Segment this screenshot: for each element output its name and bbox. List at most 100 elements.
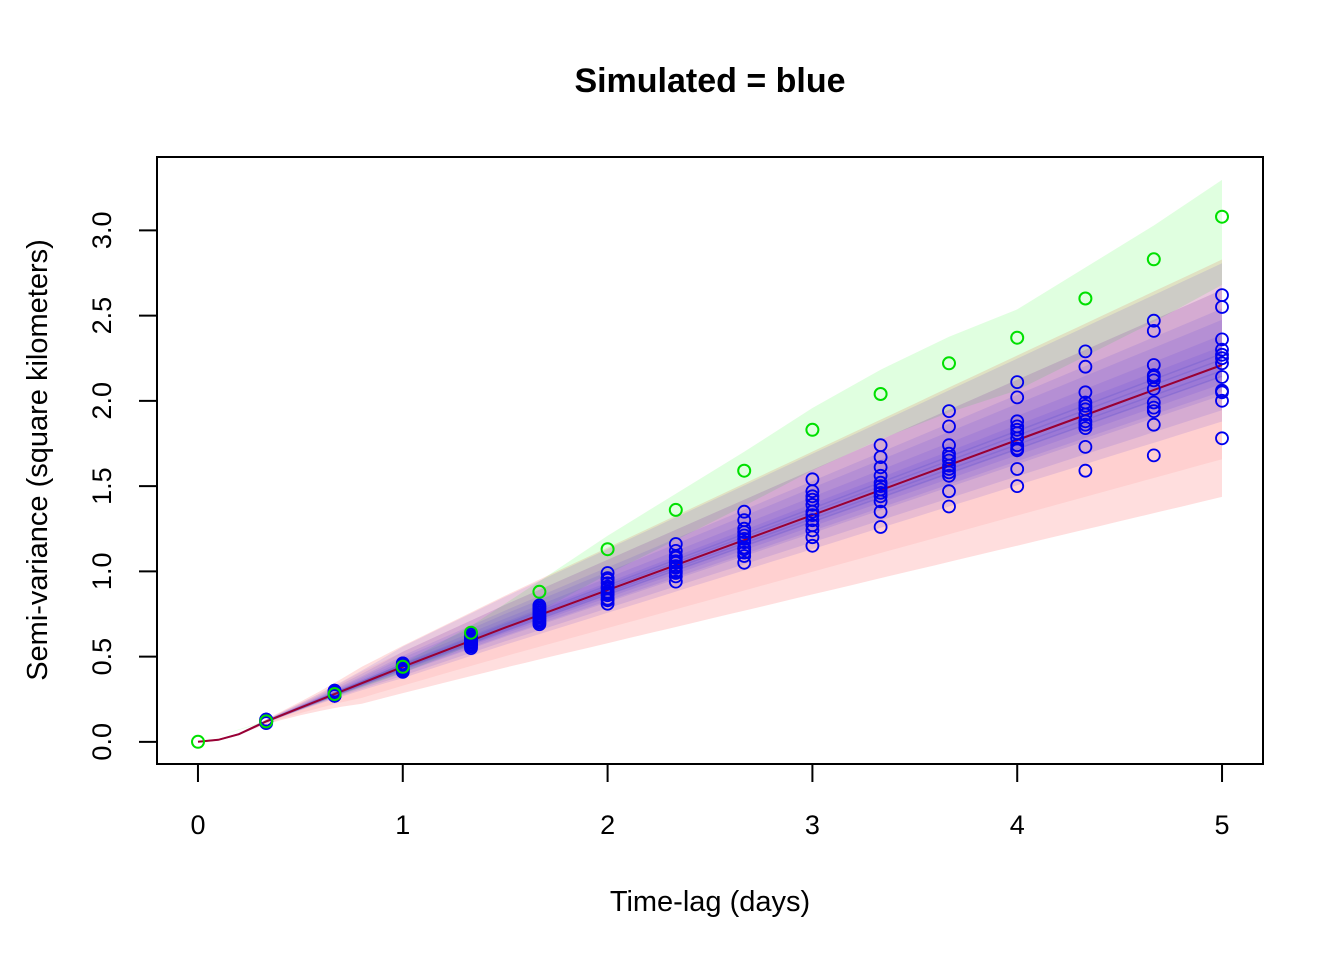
simulated-point [600, 573, 615, 587]
simulated-point [873, 485, 888, 500]
simulated-point [1146, 368, 1161, 383]
simulated-point [737, 525, 752, 539]
data-points [191, 209, 1229, 749]
observed-point [1078, 291, 1093, 306]
simulated-point [942, 419, 956, 434]
y-tick-label: 0.0 [87, 723, 117, 761]
y-tick-label: 1.5 [87, 467, 117, 505]
simulated-point [873, 504, 888, 519]
observed-point [327, 687, 342, 702]
simulated-point [805, 497, 820, 512]
simulated-point [1146, 323, 1161, 338]
observed-point [395, 659, 410, 674]
simulated-point [1078, 439, 1093, 454]
simulated-point [1010, 414, 1025, 429]
simulated-band-1 [198, 308, 1222, 742]
y-tick-label: 0.5 [87, 638, 117, 676]
simulated-point [1215, 356, 1229, 371]
observed-point [191, 734, 205, 749]
simulated-point [1078, 385, 1093, 400]
simulated-point [737, 532, 752, 546]
simulated-point [1146, 395, 1161, 410]
y-tick-label: 3.0 [87, 212, 117, 250]
observed-point [1010, 330, 1025, 345]
simulated-point [532, 605, 547, 620]
simulated-point [1078, 395, 1093, 410]
simulated-point [737, 540, 752, 555]
y-tick-label: 2.5 [87, 297, 117, 335]
simulated-point [1146, 313, 1161, 328]
simulated-point [942, 499, 956, 514]
simulated-point [1010, 441, 1025, 456]
observed-point [1215, 209, 1229, 224]
simulated-point [805, 489, 820, 504]
observed-point [600, 542, 615, 557]
simulated-point [600, 566, 615, 580]
simulated-point [668, 550, 683, 565]
x-tick-label: 4 [1010, 810, 1025, 840]
simulated-point [1078, 402, 1093, 417]
model-band-inner [198, 289, 1222, 742]
x-tick-label: 5 [1215, 810, 1230, 840]
simulated-point [805, 518, 820, 533]
simulated-point [464, 632, 478, 647]
model-fit-line [197, 364, 1223, 743]
simulated-point [942, 484, 956, 499]
simulated-band-3 [198, 334, 1222, 742]
simulated-point [873, 438, 888, 453]
simulated-point [1146, 404, 1161, 419]
simulated-point [1215, 342, 1229, 357]
simulated-point [1078, 344, 1093, 359]
y-tick-label: 2.0 [87, 382, 117, 420]
simulated-point [1215, 288, 1229, 303]
y-axis-label: Semi-variance (square kilometers) [22, 239, 54, 681]
simulated-point [1010, 462, 1025, 476]
simulated-point [668, 555, 683, 570]
simulated-band-4 [198, 289, 1222, 742]
simulated-point [1215, 347, 1229, 362]
simulated-point [668, 574, 683, 589]
simulated-point [1215, 332, 1229, 347]
simulated-band-6 [198, 346, 1222, 742]
simulated-point [1215, 393, 1229, 408]
simulated-point [1146, 358, 1161, 372]
observed-point [532, 584, 547, 599]
simulated-point [873, 520, 888, 534]
y-tick-label: 1.0 [87, 553, 117, 591]
simulated-point [600, 579, 615, 594]
simulated-point [1010, 422, 1025, 437]
simulated-point [668, 561, 683, 575]
simulated-point [1010, 479, 1025, 494]
model-band-outer [198, 259, 1222, 742]
observed-point [259, 714, 274, 729]
simulated-point [668, 537, 683, 551]
observed-point [805, 422, 820, 437]
observed-point [1146, 252, 1161, 267]
simulated-point [873, 468, 888, 483]
simulated-point [1010, 375, 1025, 390]
simulated-point [873, 479, 888, 494]
simulated-point [942, 404, 956, 419]
observed-point [668, 502, 683, 517]
simulated-point [532, 610, 547, 625]
model-lines [197, 352, 1223, 743]
observed-point [737, 463, 752, 478]
simulated-point [942, 450, 956, 465]
simulated-point [532, 600, 547, 614]
simulated-point [1078, 359, 1093, 374]
simulated-point [1215, 370, 1229, 384]
simulated-point [1215, 385, 1229, 400]
simulated-point [600, 593, 615, 608]
simulated-point [1146, 448, 1161, 463]
simulated-point [805, 538, 820, 553]
simulated-point [1215, 431, 1229, 446]
x-tick-label: 3 [805, 810, 820, 840]
observed-point [942, 356, 956, 371]
x-axis-label: Time-lag (days) [610, 886, 810, 918]
observed-point [873, 387, 888, 401]
simulated-point [805, 472, 820, 487]
simulated-point [668, 566, 683, 580]
simulated-point [737, 504, 752, 519]
x-tick-label: 2 [600, 810, 615, 840]
